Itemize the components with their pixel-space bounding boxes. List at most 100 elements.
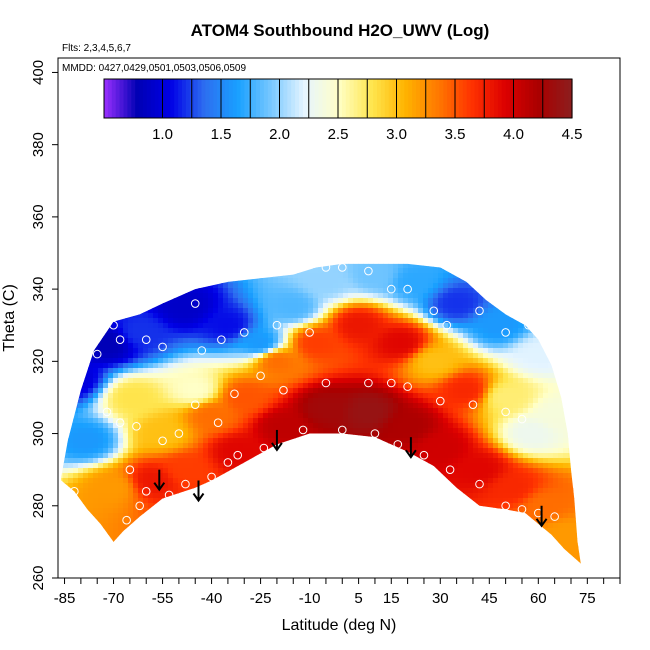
heatmap-cell — [78, 113, 84, 119]
heatmap-cell — [63, 313, 69, 319]
heatmap-cell — [193, 533, 199, 539]
heatmap-cell — [213, 403, 219, 409]
heatmap-cell — [61, 563, 64, 564]
heatmap-cell — [118, 338, 124, 344]
heatmap-cell — [178, 558, 184, 564]
heatmap-cell — [208, 203, 214, 209]
heatmap-cell — [123, 238, 129, 244]
heatmap-cell — [238, 518, 244, 524]
heatmap-cell — [213, 263, 219, 269]
heatmap-cell — [98, 223, 104, 229]
heatmap-cell — [238, 468, 244, 474]
heatmap-cell — [168, 328, 174, 334]
heatmap-cell — [283, 218, 289, 224]
heatmap-cell — [203, 428, 209, 434]
heatmap-cell — [98, 413, 104, 419]
heatmap-cell — [58, 188, 64, 194]
heatmap-cell — [183, 393, 189, 399]
heatmap-cell — [278, 483, 284, 489]
heatmap-cell — [213, 408, 219, 414]
heatmap-cell — [173, 358, 179, 364]
heatmap-cell — [78, 343, 84, 349]
heatmap-cell — [278, 423, 284, 429]
heatmap-cell — [268, 498, 274, 504]
heatmap-cell — [63, 193, 69, 199]
heatmap-cell — [228, 548, 234, 554]
heatmap-cell — [208, 398, 214, 404]
heatmap-cell — [248, 448, 254, 454]
heatmap-cell — [283, 258, 289, 264]
heatmap-cell — [118, 263, 124, 269]
heatmap-cell — [213, 173, 219, 179]
heatmap-cell — [223, 398, 229, 404]
heatmap-cell — [248, 228, 254, 234]
heatmap-cell — [228, 338, 234, 344]
heatmap-cell — [268, 433, 274, 439]
heatmap-cell — [103, 558, 109, 564]
heatmap-cell — [163, 288, 169, 294]
heatmap-cell — [148, 478, 154, 484]
heatmap-cell — [68, 138, 74, 144]
heatmap-cell — [61, 558, 64, 564]
heatmap-cell — [183, 123, 189, 129]
heatmap-cell — [208, 528, 214, 534]
heatmap-cell — [98, 173, 104, 179]
heatmap-cell — [283, 313, 289, 319]
heatmap-cell — [98, 478, 104, 484]
heatmap-cell — [248, 548, 254, 554]
heatmap-cell — [113, 173, 119, 179]
heatmap-cell — [193, 228, 199, 234]
heatmap-cell — [293, 118, 299, 124]
heatmap-cell — [183, 563, 189, 564]
heatmap-cell — [278, 473, 284, 479]
heatmap-cell — [198, 448, 204, 454]
heatmap-cell — [213, 213, 219, 219]
heatmap-cell — [163, 213, 169, 219]
heatmap-cell — [88, 283, 94, 289]
heatmap-cell — [223, 343, 229, 349]
heatmap-cell — [93, 263, 99, 269]
heatmap-cell — [268, 463, 274, 469]
heatmap-cell — [268, 423, 274, 429]
heatmap-cell — [183, 348, 189, 354]
heatmap-cell — [158, 143, 164, 149]
heatmap-cell — [178, 368, 184, 374]
heatmap-cell — [88, 368, 94, 374]
heatmap-cell — [168, 213, 174, 219]
heatmap-cell — [173, 303, 179, 309]
heatmap-cell — [178, 458, 184, 464]
heatmap-cell — [213, 563, 219, 564]
heatmap-cell — [218, 468, 224, 474]
heatmap-cell — [113, 373, 119, 379]
heatmap-cell — [248, 233, 254, 239]
heatmap-cell — [173, 208, 179, 214]
heatmap-cell — [98, 383, 104, 389]
heatmap-cell — [293, 523, 299, 529]
heatmap-cell — [98, 363, 104, 369]
heatmap-cell — [83, 513, 89, 519]
heatmap-cell — [268, 168, 274, 174]
heatmap-cell — [238, 308, 244, 314]
heatmap-cell — [123, 358, 129, 364]
heatmap-cell — [78, 553, 84, 559]
heatmap-cell — [153, 178, 159, 184]
heatmap-cell — [258, 143, 264, 149]
heatmap-cell — [118, 403, 124, 409]
heatmap-cell — [273, 218, 279, 224]
heatmap-cell — [103, 428, 109, 434]
heatmap-cell — [293, 328, 299, 334]
heatmap-cell — [268, 353, 274, 359]
heatmap-cell — [143, 423, 149, 429]
heatmap-cell — [163, 408, 169, 414]
heatmap-cell — [173, 363, 179, 369]
heatmap-cell — [283, 228, 289, 234]
heatmap-cell — [213, 328, 219, 334]
heatmap-cell — [68, 253, 74, 259]
heatmap-cell — [163, 533, 169, 539]
heatmap-cell — [173, 518, 179, 524]
heatmap-cell — [93, 373, 99, 379]
heatmap-cell — [258, 63, 264, 69]
heatmap-cell — [263, 158, 269, 164]
heatmap-cell — [88, 403, 94, 409]
heatmap-cell — [253, 258, 259, 264]
